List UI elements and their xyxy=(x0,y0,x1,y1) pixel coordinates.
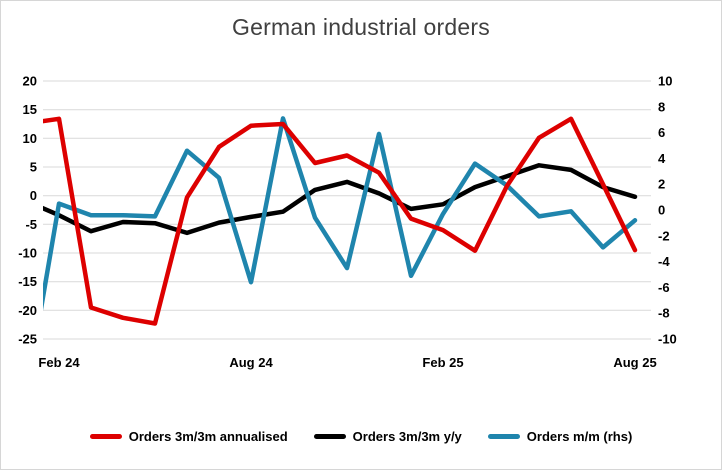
legend-line-swatch-icon xyxy=(487,434,520,439)
y-axis-left-tick-label: 10 xyxy=(23,131,37,146)
x-axis-tick-label: Feb 25 xyxy=(422,355,463,370)
y-axis-left-tick-label: -15 xyxy=(18,274,37,289)
series-line-orders-3m-3m-y-y xyxy=(43,163,638,236)
y-axis-left-tick-label: -5 xyxy=(25,217,37,232)
y-axis-left-tick-label: -25 xyxy=(18,332,37,347)
y-axis-right-labels: 10 8 6 4 2 0 -2 -4 -6 -8 -10 xyxy=(658,74,677,347)
y-axis-right-tick-label: 10 xyxy=(658,74,672,89)
y-axis-left-tick-label: 5 xyxy=(30,160,37,175)
y-axis-right-tick-label: -8 xyxy=(658,306,670,321)
legend: Orders 3m/3m annualised Orders 3m/3m y/y O… xyxy=(1,429,721,444)
y-axis-left-tick-label: 0 xyxy=(30,188,37,203)
y-axis-right-tick-label: 2 xyxy=(658,177,665,192)
legend-line-swatch-icon xyxy=(313,434,346,439)
y-axis-right-tick-label: -4 xyxy=(658,254,670,269)
legend-item-2: Orders m/m (rhs) xyxy=(487,429,633,444)
y-axis-left-tick-label: -20 xyxy=(18,303,37,318)
y-axis-left-tick-label: 20 xyxy=(23,74,37,89)
x-axis-tick-label: Aug 24 xyxy=(229,355,273,370)
y-axis-right-tick-label: 8 xyxy=(658,99,665,114)
y-axis-right-tick-label: 0 xyxy=(658,203,665,218)
gridlines xyxy=(43,80,651,340)
chart-title: German industrial orders xyxy=(232,14,490,40)
y-axis-right-tick-label: 6 xyxy=(658,125,665,140)
y-axis-left-tick-label: 15 xyxy=(23,102,37,117)
legend-item-label: Orders m/m (rhs) xyxy=(526,429,633,444)
y-axis-left-tick-label: -10 xyxy=(18,246,37,261)
legend-item-label: Orders 3m/3m y/y xyxy=(352,429,462,444)
legend-item-0: Orders 3m/3m annualised xyxy=(89,429,288,444)
series-lines xyxy=(43,116,638,326)
x-axis-tick-label: Feb 24 xyxy=(38,355,80,370)
y-axis-right-tick-label: 4 xyxy=(658,151,666,166)
y-axis-right-tick-label: -10 xyxy=(658,332,677,347)
x-axis-tick-label: Aug 25 xyxy=(613,355,656,370)
y-axis-left-labels: 20 15 10 5 0 -5 -10 -15 -20 -25 xyxy=(18,74,37,347)
y-axis-right-tick-label: -6 xyxy=(658,280,670,295)
legend-item-label: Orders 3m/3m annualised xyxy=(128,429,288,444)
y-axis-right-tick-label: -2 xyxy=(658,228,670,243)
series-line-orders-m-m-rhs- xyxy=(43,116,638,311)
x-axis-labels: Feb 24 Aug 24 Feb 25 Aug 25 xyxy=(38,355,656,370)
legend-item-1: Orders 3m/3m y/y xyxy=(313,429,462,444)
legend-line-swatch-icon xyxy=(89,434,122,439)
series-line-orders-3m-3m-annualised xyxy=(43,116,638,326)
